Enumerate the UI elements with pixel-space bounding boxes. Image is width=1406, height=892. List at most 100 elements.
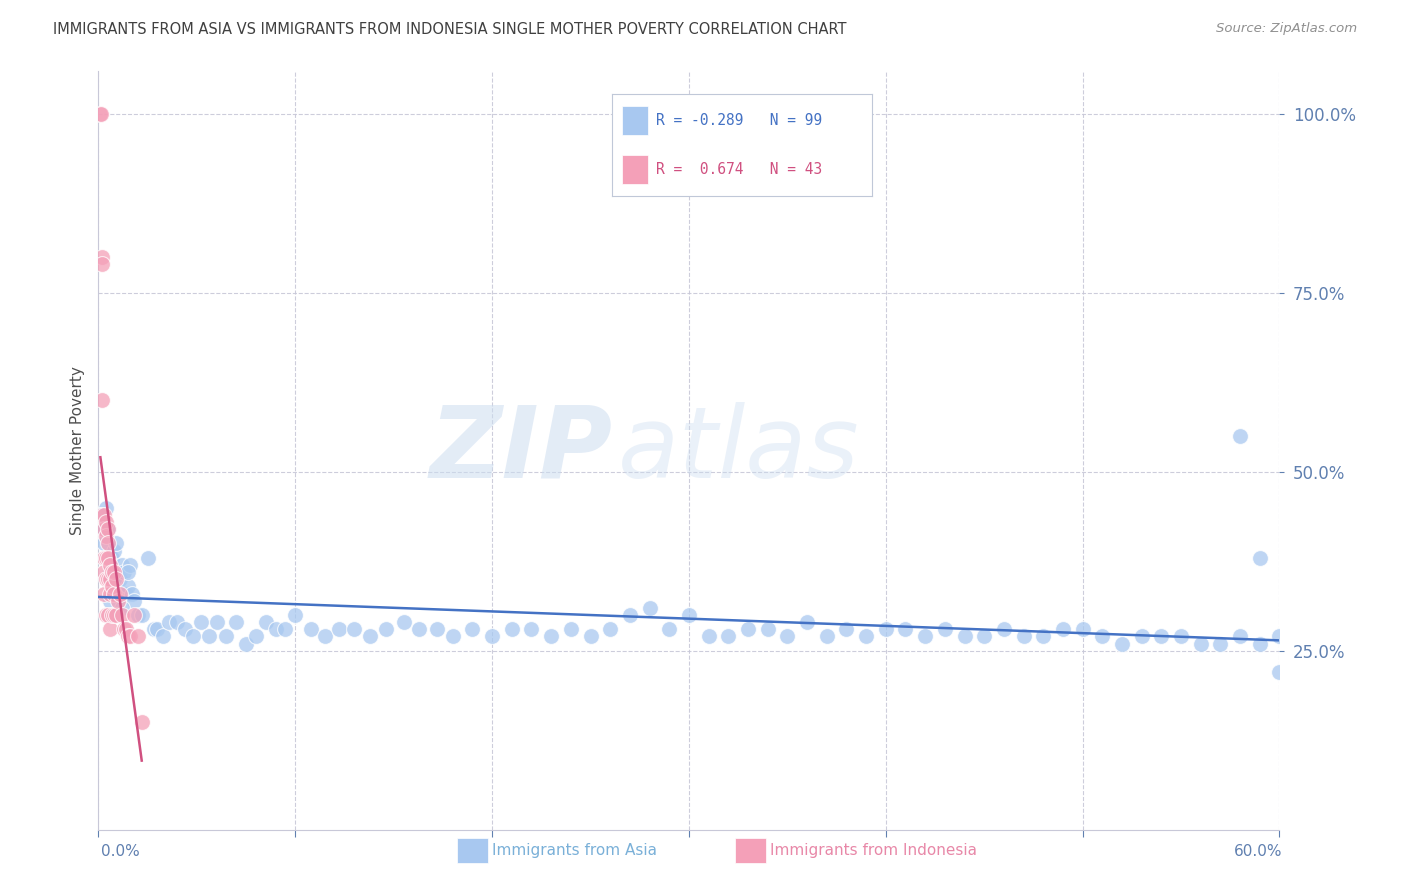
Point xyxy=(117,629,139,643)
Point xyxy=(392,615,415,629)
Point xyxy=(501,622,523,636)
Point xyxy=(98,622,121,636)
Point xyxy=(953,629,976,643)
Text: atlas: atlas xyxy=(619,402,859,499)
Point xyxy=(98,572,121,586)
Point xyxy=(835,622,858,636)
Point xyxy=(934,622,956,636)
Point xyxy=(157,615,180,629)
Point xyxy=(105,607,128,622)
Point xyxy=(579,629,602,643)
Text: Immigrants from Asia: Immigrants from Asia xyxy=(492,843,657,857)
Point xyxy=(658,622,681,636)
Point xyxy=(101,565,124,579)
Point xyxy=(118,629,141,643)
Point xyxy=(796,615,818,629)
Point xyxy=(103,543,125,558)
Point xyxy=(112,565,135,579)
Point xyxy=(481,629,503,643)
Point xyxy=(96,572,118,586)
Point xyxy=(97,607,120,622)
Point xyxy=(374,622,396,636)
Point xyxy=(131,607,153,622)
Point xyxy=(111,558,134,572)
Point xyxy=(181,629,204,643)
Point xyxy=(98,558,121,572)
Point xyxy=(855,629,877,643)
Point xyxy=(122,607,145,622)
Point xyxy=(254,615,277,629)
Point xyxy=(108,572,131,586)
Point xyxy=(197,629,219,643)
Point xyxy=(299,622,322,636)
Point xyxy=(540,629,562,643)
Point xyxy=(105,572,128,586)
Point xyxy=(115,622,138,636)
Point xyxy=(1091,629,1114,643)
Point xyxy=(91,508,114,522)
Point xyxy=(264,622,287,636)
Point xyxy=(91,393,114,408)
Point xyxy=(91,250,114,264)
Point xyxy=(359,629,381,643)
Point xyxy=(717,629,740,643)
Point xyxy=(461,622,484,636)
Point xyxy=(108,586,131,600)
Point xyxy=(1170,629,1192,643)
Point xyxy=(1189,637,1212,651)
Point xyxy=(215,629,238,643)
Point xyxy=(93,536,115,550)
Text: 0.0%: 0.0% xyxy=(101,844,141,859)
Point xyxy=(146,622,169,636)
Point xyxy=(894,622,917,636)
Point xyxy=(89,107,111,121)
Point xyxy=(1229,429,1251,443)
Point xyxy=(142,622,165,636)
Point xyxy=(107,579,129,593)
Point xyxy=(1249,550,1271,565)
Point xyxy=(174,622,197,636)
Point xyxy=(737,622,759,636)
Point xyxy=(97,536,120,550)
Point xyxy=(93,522,115,536)
Point xyxy=(93,550,115,565)
Point xyxy=(122,593,145,607)
Point xyxy=(101,579,124,593)
Point xyxy=(91,508,114,522)
Point xyxy=(776,629,799,643)
Point xyxy=(1012,629,1035,643)
Point xyxy=(1209,637,1232,651)
Point xyxy=(96,607,118,622)
Point xyxy=(103,565,125,579)
Point xyxy=(111,600,134,615)
Point xyxy=(97,522,120,536)
Point xyxy=(118,558,141,572)
Point xyxy=(131,715,153,730)
Point xyxy=(98,586,121,600)
Point xyxy=(112,622,135,636)
Point xyxy=(284,607,307,622)
Point xyxy=(166,615,188,629)
Point xyxy=(101,550,124,565)
Point xyxy=(121,586,143,600)
Point xyxy=(89,508,111,522)
Point xyxy=(91,258,114,272)
Point xyxy=(127,607,149,622)
Point xyxy=(98,565,121,579)
Text: R = -0.289   N = 99: R = -0.289 N = 99 xyxy=(655,112,823,128)
Point xyxy=(1111,637,1133,651)
Point xyxy=(520,622,543,636)
Y-axis label: Single Mother Poverty: Single Mother Poverty xyxy=(69,366,84,535)
Point xyxy=(96,515,118,529)
Point xyxy=(235,637,257,651)
Text: Immigrants from Indonesia: Immigrants from Indonesia xyxy=(770,843,977,857)
Point xyxy=(105,536,128,550)
Point xyxy=(328,622,350,636)
Point xyxy=(93,586,115,600)
Point xyxy=(103,586,125,600)
Text: IMMIGRANTS FROM ASIA VS IMMIGRANTS FROM INDONESIA SINGLE MOTHER POVERTY CORRELAT: IMMIGRANTS FROM ASIA VS IMMIGRANTS FROM … xyxy=(53,22,846,37)
Point xyxy=(111,607,134,622)
Point xyxy=(343,622,366,636)
Point xyxy=(93,522,115,536)
Point xyxy=(245,629,267,643)
